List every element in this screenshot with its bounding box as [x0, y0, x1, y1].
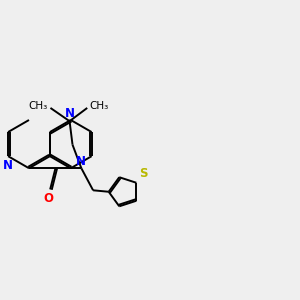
Text: N: N: [64, 107, 75, 120]
Text: CH₃: CH₃: [29, 101, 48, 112]
Text: S: S: [139, 167, 147, 180]
Text: O: O: [44, 192, 54, 206]
Text: CH₃: CH₃: [90, 101, 109, 112]
Text: N: N: [76, 154, 86, 168]
Text: N: N: [3, 158, 13, 172]
